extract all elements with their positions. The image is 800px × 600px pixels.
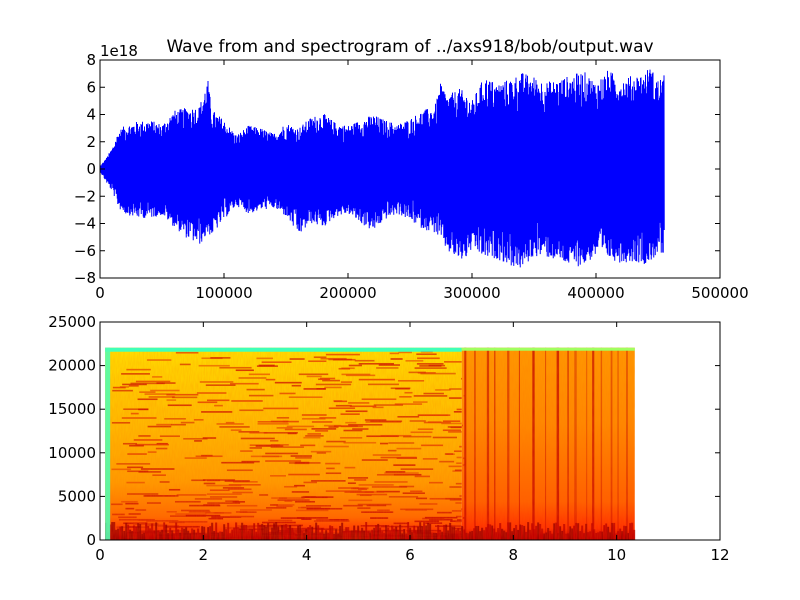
waveform-xtick-label: 200000 — [319, 284, 376, 302]
waveform-ytick-label: 4 — [86, 106, 96, 124]
waveform-xtick-label: 400000 — [567, 284, 624, 302]
spectrogram-frame — [99, 321, 721, 541]
waveform-ytick-label: −6 — [74, 242, 96, 260]
spectrogram-xtick-label: 2 — [199, 546, 209, 564]
waveform-xtick-label: 500000 — [691, 284, 748, 302]
waveform-ytick-label: 6 — [86, 78, 96, 96]
spectrogram-ticks: 0 2 4 6 8 10 12 0 5000 10000 15000 20000 25000 — [48, 313, 729, 564]
spectrogram-top-edge-dense — [461, 347, 635, 351]
waveform-ytick-label: 0 — [86, 160, 96, 178]
waveform-trace — [100, 69, 665, 268]
spectrogram-ytick-label: 10000 — [48, 444, 96, 462]
waveform-line — [100, 69, 665, 268]
spectrogram-ytick-label: 25000 — [48, 313, 96, 331]
spectrogram-xtick-label: 10 — [607, 546, 626, 564]
spectrogram-left-edge — [105, 347, 111, 540]
waveform-offset-label: 1e18 — [100, 42, 138, 60]
spectrogram-ytick-label: 0 — [86, 531, 96, 549]
spectrogram-ytick-label: 20000 — [48, 357, 96, 375]
spectrogram-xtick-label: 6 — [405, 546, 415, 564]
spectrogram-top-edge — [105, 347, 462, 352]
waveform-xtick-label: 0 — [95, 284, 105, 302]
spectrogram-grain — [105, 347, 635, 540]
spectrogram-axes: 0 2 4 6 8 10 12 0 5000 10000 15000 20000 25000 — [48, 313, 729, 564]
spectrogram-xtick-label: 0 — [95, 546, 105, 564]
waveform-axes: 0 100000 200000 300000 400000 500000 −8 −6 −4 −2 0… — [74, 42, 749, 302]
spectrogram-ytick-label: 15000 — [48, 400, 96, 418]
waveform-ytick-label: −2 — [74, 187, 96, 205]
waveform-ytick-label: 2 — [86, 133, 96, 151]
spectrogram-ytick-label: 5000 — [58, 487, 96, 505]
waveform-xtick-label: 100000 — [195, 284, 252, 302]
spectrogram-heatmap — [105, 347, 636, 540]
waveform-ytick-label: −4 — [74, 215, 96, 233]
spectrogram-xtick-label: 4 — [302, 546, 312, 564]
waveform-ytick-label: 8 — [86, 51, 96, 69]
waveform-xtick-label: 300000 — [443, 284, 500, 302]
waveform-ticks: 0 100000 200000 300000 400000 500000 −8 −6 −4 −2 0… — [74, 51, 749, 302]
spectrogram-xtick-label: 8 — [509, 546, 519, 564]
spectrogram-xtick-label: 12 — [710, 546, 729, 564]
figure-title: Wave from and spectrogram of ../axs918/b… — [166, 37, 653, 57]
waveform-ytick-label: −8 — [74, 269, 96, 287]
waveform-frame — [99, 59, 721, 279]
